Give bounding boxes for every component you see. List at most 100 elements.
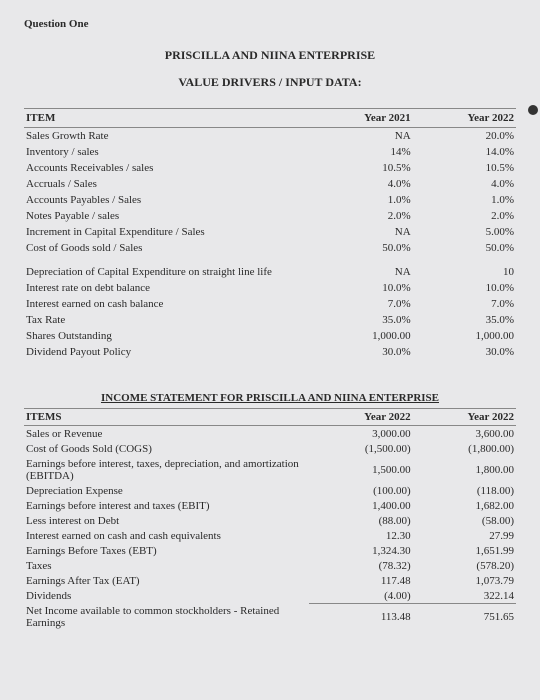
row-value-y1: 50.0% [309, 240, 412, 256]
row-label: Earnings before interest and taxes (EBIT… [24, 498, 309, 513]
row-value-y2: (118.00) [413, 483, 516, 498]
row-value-y1: (78.32) [309, 558, 412, 573]
col-items: ITEMS [24, 409, 309, 426]
row-label: Net Income available to common stockhold… [24, 604, 309, 631]
table-row: Net Income available to common stockhold… [24, 604, 516, 631]
row-value-y1: 14% [309, 144, 412, 160]
row-value-y1: (100.00) [309, 483, 412, 498]
row-value-y2: (1,800.00) [413, 441, 516, 456]
row-value-y1: 35.0% [309, 312, 412, 328]
table-row: Cost of Goods sold / Sales50.0%50.0% [24, 240, 516, 256]
row-value-y2: 14.0% [413, 144, 516, 160]
table-row: Notes Payable / sales2.0%2.0% [24, 208, 516, 224]
row-value-y1: NA [309, 224, 412, 240]
row-value-y1: 3,000.00 [309, 426, 412, 442]
col-year-2021: Year 2021 [309, 109, 412, 128]
row-value-y1: 7.0% [309, 296, 412, 312]
row-value-y1: 117.48 [309, 573, 412, 588]
row-label: Taxes [24, 558, 309, 573]
row-value-y1: 113.48 [309, 604, 412, 631]
row-label: Interest rate on debt balance [24, 280, 309, 296]
row-value-y2: 50.0% [413, 240, 516, 256]
table-row: Interest earned on cash balance7.0%7.0% [24, 296, 516, 312]
row-value-y1: 1,500.00 [309, 456, 412, 483]
row-value-y1: 1,324.30 [309, 543, 412, 558]
question-heading: Question One [24, 18, 516, 30]
row-value-y2: 10.0% [413, 280, 516, 296]
table-row: Less interest on Debt(88.00)(58.00) [24, 513, 516, 528]
col-year-2022: Year 2022 [413, 109, 516, 128]
row-value-y1: 4.0% [309, 176, 412, 192]
row-value-y1: NA [309, 128, 412, 145]
table-row: Interest rate on debt balance10.0%10.0% [24, 280, 516, 296]
table-row: Dividends(4.00)322.14 [24, 588, 516, 604]
row-label: Depreciation of Capital Expenditure on s… [24, 264, 309, 280]
row-value-y2: (58.00) [413, 513, 516, 528]
row-label: Cost of Goods Sold (COGS) [24, 441, 309, 456]
table-row: Interest earned on cash and cash equival… [24, 528, 516, 543]
row-value-y2: 1,000.00 [413, 328, 516, 344]
table-row: Sales or Revenue3,000.003,600.00 [24, 426, 516, 442]
table-row: Earnings before interest and taxes (EBIT… [24, 498, 516, 513]
row-value-y1: (1,500.00) [309, 441, 412, 456]
row-value-y2: 5.00% [413, 224, 516, 240]
row-label: Increment in Capital Expenditure / Sales [24, 224, 309, 240]
table-row: Accounts Receivables / sales10.5%10.5% [24, 160, 516, 176]
row-value-y1: 1.0% [309, 192, 412, 208]
subtitle: VALUE DRIVERS / INPUT DATA: [24, 75, 516, 90]
table-row: Earnings After Tax (EAT)117.481,073.79 [24, 573, 516, 588]
row-value-y2: 30.0% [413, 344, 516, 360]
table-row: Cost of Goods Sold (COGS)(1,500.00)(1,80… [24, 441, 516, 456]
table-row: Taxes(78.32)(578.20) [24, 558, 516, 573]
table-row: Accounts Payables / Sales1.0%1.0% [24, 192, 516, 208]
row-label: Notes Payable / sales [24, 208, 309, 224]
row-value-y2: 20.0% [413, 128, 516, 145]
row-value-y2: 1,682.00 [413, 498, 516, 513]
income-statement-title: INCOME STATEMENT FOR PRISCILLA AND NIINA… [24, 392, 516, 404]
row-value-y1: 12.30 [309, 528, 412, 543]
row-value-y2: 1,651.99 [413, 543, 516, 558]
col-item: ITEM [24, 109, 309, 128]
row-label: Sales Growth Rate [24, 128, 309, 145]
row-value-y2: 4.0% [413, 176, 516, 192]
table-row: Tax Rate35.0%35.0% [24, 312, 516, 328]
table-row: Earnings before interest, taxes, depreci… [24, 456, 516, 483]
row-label: Accruals / Sales [24, 176, 309, 192]
row-value-y1: 10.0% [309, 280, 412, 296]
row-label: Tax Rate [24, 312, 309, 328]
row-label: Sales or Revenue [24, 426, 309, 442]
company-title: PRISCILLA AND NIINA ENTERPRISE [24, 48, 516, 63]
row-label: Interest earned on cash balance [24, 296, 309, 312]
row-label: Dividend Payout Policy [24, 344, 309, 360]
row-value-y1: 10.5% [309, 160, 412, 176]
row-label: Accounts Receivables / sales [24, 160, 309, 176]
row-label: Cost of Goods sold / Sales [24, 240, 309, 256]
row-value-y2: 35.0% [413, 312, 516, 328]
value-drivers-table: ITEM Year 2021 Year 2022 Sales Growth Ra… [24, 108, 516, 360]
row-value-y2: 3,600.00 [413, 426, 516, 442]
row-value-y1: (4.00) [309, 588, 412, 604]
row-label: Earnings before interest, taxes, depreci… [24, 456, 309, 483]
row-value-y2: 1,800.00 [413, 456, 516, 483]
row-value-y1: NA [309, 264, 412, 280]
row-value-y1: 2.0% [309, 208, 412, 224]
table-row: Shares Outstanding1,000.001,000.00 [24, 328, 516, 344]
table-row: Inventory / sales14%14.0% [24, 144, 516, 160]
row-label: Less interest on Debt [24, 513, 309, 528]
row-value-y2: 27.99 [413, 528, 516, 543]
row-label: Accounts Payables / Sales [24, 192, 309, 208]
table-row: Earnings Before Taxes (EBT)1,324.301,651… [24, 543, 516, 558]
row-label: Inventory / sales [24, 144, 309, 160]
row-label: Earnings Before Taxes (EBT) [24, 543, 309, 558]
row-label: Depreciation Expense [24, 483, 309, 498]
row-label: Dividends [24, 588, 309, 604]
col-is-y1: Year 2022 [309, 409, 412, 426]
row-value-y2: 751.65 [413, 604, 516, 631]
row-value-y2: 1.0% [413, 192, 516, 208]
row-value-y1: (88.00) [309, 513, 412, 528]
table-row: Accruals / Sales4.0%4.0% [24, 176, 516, 192]
row-value-y2: 1,073.79 [413, 573, 516, 588]
col-is-y2: Year 2022 [413, 409, 516, 426]
row-label: Earnings After Tax (EAT) [24, 573, 309, 588]
table-row: Depreciation of Capital Expenditure on s… [24, 264, 516, 280]
